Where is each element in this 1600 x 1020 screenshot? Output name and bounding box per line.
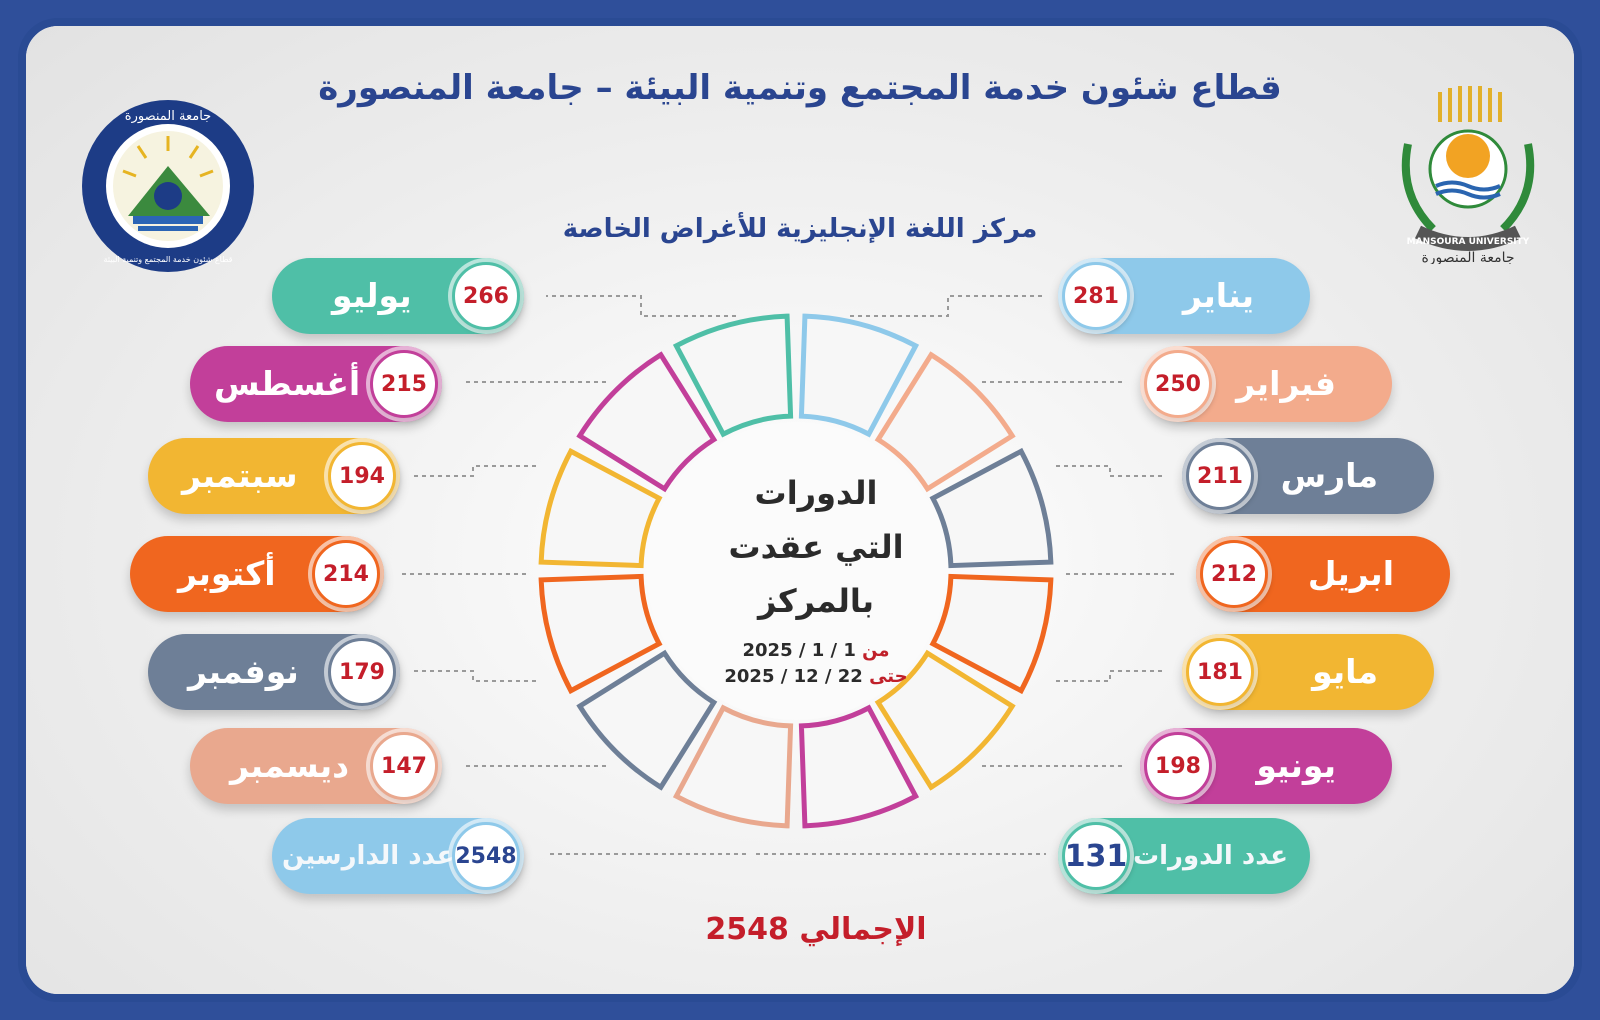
ring-segment: [576, 351, 718, 493]
connector-line: [850, 295, 1046, 317]
ring-segment: [798, 704, 920, 829]
ring-segment: [672, 313, 794, 438]
center-line-1: الدورات: [754, 474, 878, 512]
month-label: فبراير: [1236, 364, 1336, 403]
courses-count-pill: عدد الدورات 131: [1058, 818, 1310, 894]
month-pill-november: نوفمبر 179: [148, 634, 400, 710]
month-count: 194: [328, 442, 396, 510]
courses-value: 131: [1062, 822, 1130, 890]
connector-line: [1056, 465, 1164, 477]
month-label: يوليو: [332, 276, 412, 315]
center-heading: الدورات التي عقدت بالمركز من 2025 / 1 / …: [666, 466, 966, 690]
month-count: 214: [312, 540, 380, 608]
month-label: سبتمبر: [182, 456, 298, 495]
logo-text-en: MANSOURA UNIVERSITY: [1407, 237, 1530, 247]
connector-line: [546, 295, 736, 317]
connector-line: [410, 465, 536, 477]
infographic-card: قطاع شئون خدمة المجتمع وتنمية البيئة – ج…: [18, 18, 1582, 1002]
total-value: 2548: [705, 912, 789, 947]
month-pill-june: يونيو 198: [1140, 728, 1392, 804]
ring-segment: [576, 649, 718, 791]
month-count: 179: [328, 638, 396, 706]
month-label: مارس: [1280, 456, 1378, 495]
date-from: من 2025 / 1 / 1: [666, 638, 966, 664]
students-value: 2548: [452, 822, 520, 890]
month-count: 147: [370, 732, 438, 800]
connector-line: [410, 670, 536, 682]
ring-segment: [874, 351, 1016, 493]
ring-segment: [538, 573, 663, 695]
sector-logo-icon: جامعة المنصورة قطاع شئون خدمة المجتمع وت…: [82, 100, 254, 272]
month-count: 198: [1144, 732, 1212, 800]
date-to: حتى 2025 / 12 / 22: [666, 664, 966, 690]
month-count: 250: [1144, 350, 1212, 418]
total-label: الإجمالي: [799, 912, 927, 947]
logo-text-bottom: قطاع شئون خدمة المجتمع وتنمية البيئة: [104, 255, 233, 264]
courses-label: عدد الدورات: [1132, 841, 1288, 871]
month-pill-march: مارس 211: [1182, 438, 1434, 514]
date-to-value: 2025 / 12 / 22: [724, 666, 863, 687]
ring-center: [647, 422, 945, 720]
date-from-value: 2025 / 1 / 1: [742, 640, 856, 661]
month-pill-october: أكتوبر 214: [130, 536, 384, 612]
center-line-2: التي عقدت: [728, 528, 904, 566]
date-to-label: حتى: [869, 666, 908, 687]
month-label: نوفمبر: [188, 652, 299, 691]
month-label: ابريل: [1307, 554, 1394, 593]
month-label: يونيو: [1256, 746, 1336, 785]
month-pill-april: ابريل 212: [1196, 536, 1450, 612]
month-label: يناير: [1182, 276, 1254, 315]
month-count: 281: [1062, 262, 1130, 330]
page-title: قطاع شئون خدمة المجتمع وتنمية البيئة – ج…: [318, 68, 1282, 108]
month-pill-july: يوليو 266: [272, 258, 524, 334]
connector-line: [1056, 670, 1164, 682]
month-count: 211: [1186, 442, 1254, 510]
month-pill-february: فبراير 250: [1140, 346, 1392, 422]
month-count: 215: [370, 350, 438, 418]
month-label: ديسمبر: [230, 746, 350, 785]
month-label: أكتوبر: [178, 554, 276, 593]
month-pill-december: ديسمبر 147: [190, 728, 442, 804]
ring-segment: [929, 573, 1054, 695]
month-count: 212: [1200, 540, 1268, 608]
date-from-label: من: [862, 640, 890, 661]
month-pill-september: سبتمبر 194: [148, 438, 400, 514]
center-name: مركز اللغة الإنجليزية للأغراض الخاصة: [562, 214, 1038, 244]
ring-segment: [672, 704, 794, 829]
month-pill-may: مايو 181: [1182, 634, 1434, 710]
grand-total: الإجمالي 2548: [686, 912, 946, 947]
students-count-pill: عدد الدارسين 2548: [272, 818, 524, 894]
month-pill-august: أغسطس 215: [190, 346, 442, 422]
month-label: مايو: [1312, 652, 1378, 691]
mansoura-university-logo-icon: MANSOURA UNIVERSITY جامعة المنصورة: [1401, 86, 1535, 264]
month-ring: [402, 295, 1176, 855]
month-count: 181: [1186, 638, 1254, 706]
month-label: أغسطس: [214, 364, 361, 403]
ring-segment: [929, 447, 1054, 569]
ring-segment: [874, 649, 1016, 791]
month-count: 266: [452, 262, 520, 330]
center-line-3: بالمركز: [758, 582, 874, 620]
ring-segment: [798, 313, 920, 438]
month-pill-january: يناير 281: [1058, 258, 1310, 334]
ring-segment: [538, 447, 663, 569]
logo-text-top: جامعة المنصورة: [125, 109, 211, 124]
logo-text-ar: جامعة المنصورة: [1421, 250, 1514, 264]
students-label: عدد الدارسين: [282, 841, 455, 871]
